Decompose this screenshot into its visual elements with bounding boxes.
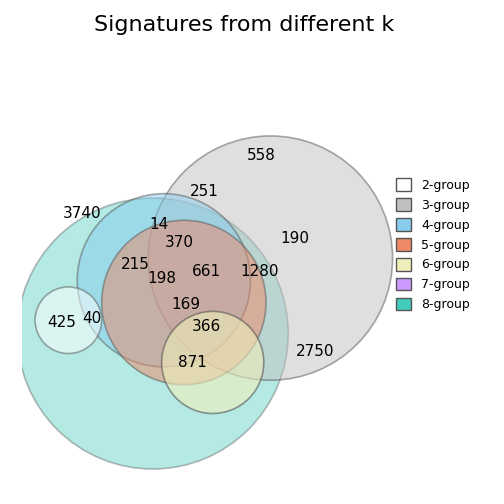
Text: 871: 871 (178, 355, 207, 370)
Text: 14: 14 (150, 217, 169, 232)
Text: 3740: 3740 (62, 206, 101, 221)
Text: 558: 558 (247, 148, 276, 163)
Text: 198: 198 (147, 271, 176, 286)
Text: 1280: 1280 (240, 264, 279, 279)
Text: 215: 215 (120, 257, 150, 272)
Text: 661: 661 (192, 264, 221, 279)
Text: 425: 425 (47, 315, 76, 330)
Circle shape (77, 194, 250, 367)
Text: 366: 366 (192, 320, 221, 334)
Text: 370: 370 (165, 235, 194, 250)
Text: 169: 169 (171, 297, 201, 312)
Text: 190: 190 (280, 230, 309, 245)
Circle shape (102, 220, 266, 385)
Circle shape (148, 136, 393, 380)
Circle shape (17, 198, 288, 469)
Title: Signatures from different k: Signatures from different k (94, 15, 394, 35)
Legend: 2-group, 3-group, 4-group, 5-group, 6-group, 7-group, 8-group: 2-group, 3-group, 4-group, 5-group, 6-gr… (392, 174, 473, 315)
Text: 251: 251 (190, 184, 218, 199)
Circle shape (35, 287, 102, 353)
Text: 2750: 2750 (296, 344, 334, 359)
Circle shape (162, 311, 264, 413)
Text: 40: 40 (82, 310, 101, 326)
